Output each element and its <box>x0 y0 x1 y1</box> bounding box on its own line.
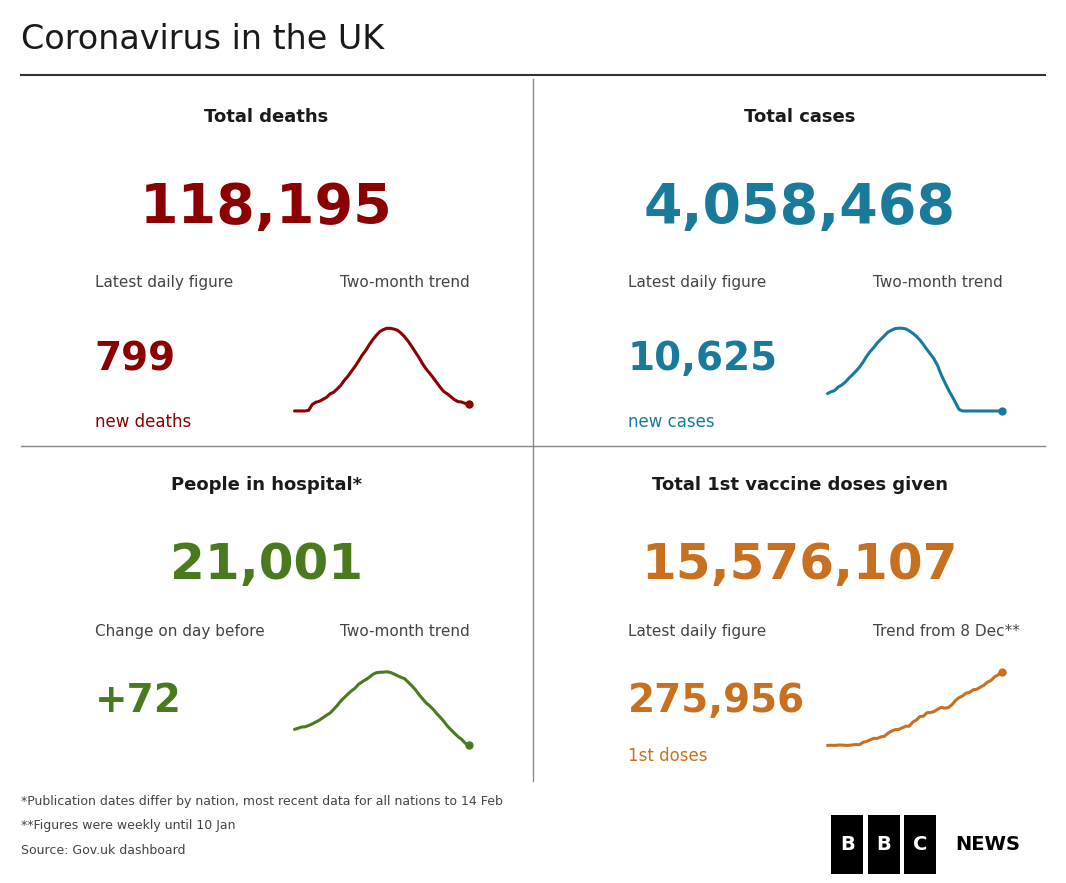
Text: 118,195: 118,195 <box>140 181 393 235</box>
Text: Two-month trend: Two-month trend <box>873 275 1003 290</box>
Text: People in hospital*: People in hospital* <box>171 476 362 494</box>
Text: *Publication dates differ by nation, most recent data for all nations to 14 Feb: *Publication dates differ by nation, mos… <box>21 795 503 808</box>
Text: 21,001: 21,001 <box>169 540 364 589</box>
Bar <box>904 815 936 874</box>
Text: B: B <box>876 835 891 854</box>
Text: Latest daily figure: Latest daily figure <box>628 275 766 290</box>
Text: C: C <box>912 835 927 854</box>
Text: Two-month trend: Two-month trend <box>340 275 470 290</box>
Bar <box>831 815 863 874</box>
Text: Two-month trend: Two-month trend <box>340 624 470 639</box>
Text: Coronavirus in the UK: Coronavirus in the UK <box>21 23 385 57</box>
Text: new deaths: new deaths <box>95 412 191 431</box>
Text: **Figures were weekly until 10 Jan: **Figures were weekly until 10 Jan <box>21 819 236 833</box>
Text: B: B <box>840 835 855 854</box>
Text: 1st doses: 1st doses <box>628 747 708 765</box>
Text: Total cases: Total cases <box>744 109 855 126</box>
Text: Total deaths: Total deaths <box>205 109 328 126</box>
Text: Source: Gov.uk dashboard: Source: Gov.uk dashboard <box>21 844 185 857</box>
Bar <box>868 815 900 874</box>
Text: 4,058,468: 4,058,468 <box>644 181 955 235</box>
Text: new cases: new cases <box>628 412 714 431</box>
Text: 799: 799 <box>95 340 176 378</box>
Text: 275,956: 275,956 <box>628 683 805 721</box>
Text: Latest daily figure: Latest daily figure <box>628 624 766 639</box>
Text: 15,576,107: 15,576,107 <box>642 540 957 589</box>
Text: Change on day before: Change on day before <box>95 624 264 639</box>
Text: Trend from 8 Dec**: Trend from 8 Dec** <box>873 624 1020 639</box>
Text: Total 1st vaccine doses given: Total 1st vaccine doses given <box>651 476 948 494</box>
Text: +72: +72 <box>95 683 181 721</box>
Text: 10,625: 10,625 <box>628 340 778 378</box>
Text: NEWS: NEWS <box>955 835 1020 854</box>
Text: Latest daily figure: Latest daily figure <box>95 275 233 290</box>
